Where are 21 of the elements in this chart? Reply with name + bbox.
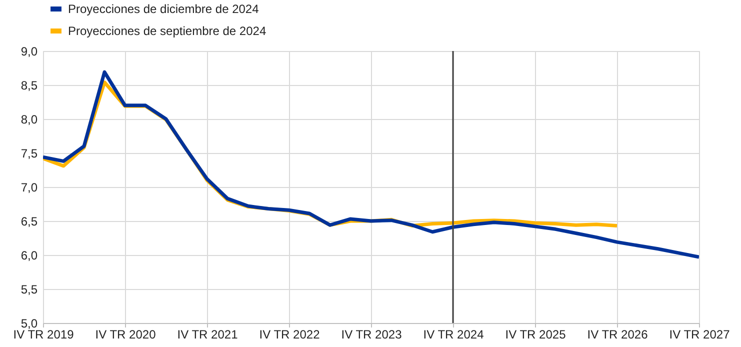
y-tick-label: 9,0: [20, 44, 38, 58]
legend-label: Proyecciones de diciembre de 2024: [68, 2, 260, 16]
x-tick-label: IV TR 2026: [587, 328, 648, 342]
x-tick-label: IV TR 2024: [423, 328, 484, 342]
y-tick-label: 7,5: [20, 146, 38, 160]
x-tick-label: IV TR 2020: [95, 328, 156, 342]
x-tick-label: IV TR 2022: [259, 328, 320, 342]
x-tick-label: IV TR 2021: [177, 328, 238, 342]
y-tick-label: 5,0: [20, 316, 38, 330]
y-tick-label: 6,5: [20, 214, 38, 228]
line-series: [43, 70, 699, 259]
y-tick-label: 5,5: [20, 282, 38, 296]
y-tick-label: 6,0: [20, 248, 38, 262]
x-tick-label: IV TR 2027: [669, 328, 730, 342]
x-tick-label: IV TR 2025: [505, 328, 566, 342]
x-tick-label: IV TR 2023: [341, 328, 402, 342]
y-tick-label: 8,0: [20, 112, 38, 126]
x-tick-label: IV TR 2019: [13, 328, 74, 342]
legend-label: Proyecciones de septiembre de 2024: [68, 24, 266, 38]
y-tick-label: 7,0: [20, 180, 38, 194]
y-tick-label: 8,5: [20, 78, 38, 92]
